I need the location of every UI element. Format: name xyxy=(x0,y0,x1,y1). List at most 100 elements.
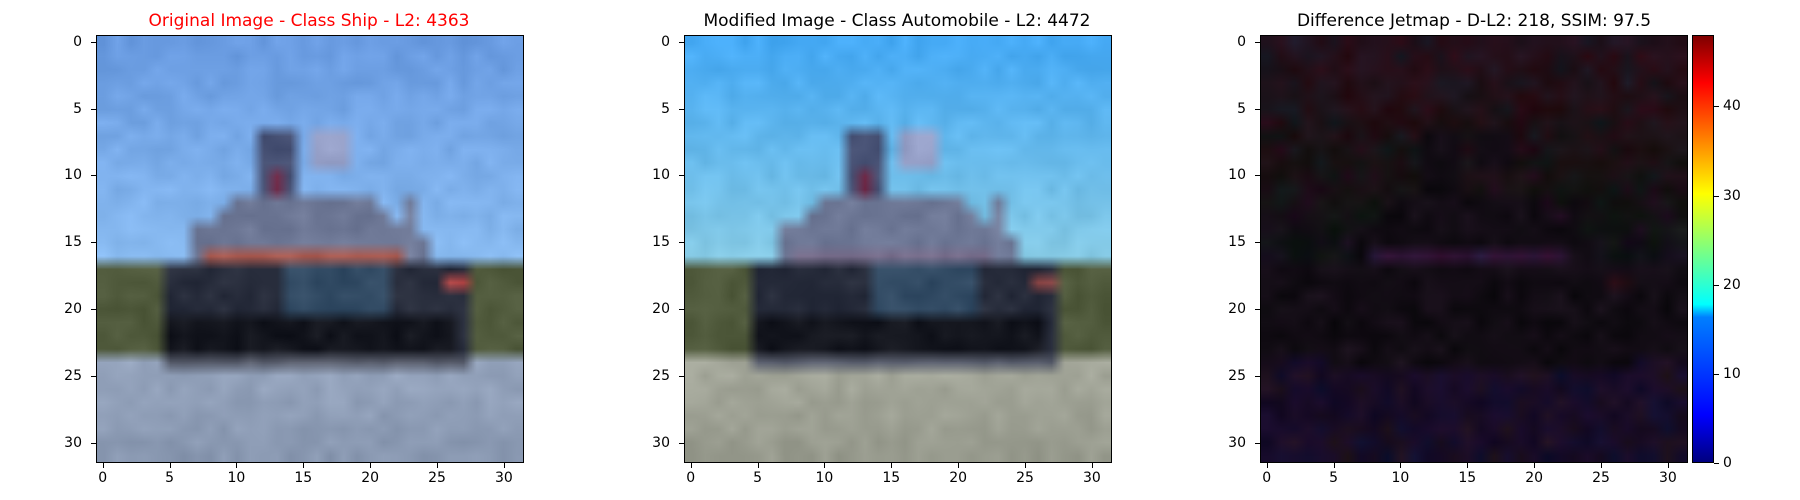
x-tick-mark xyxy=(437,463,439,468)
y-tick-mark xyxy=(91,309,96,311)
y-tick-mark xyxy=(1255,442,1260,444)
modified-image-pixels xyxy=(685,36,1111,462)
y-tick-label: 30 xyxy=(652,434,670,451)
y-tick-label: 20 xyxy=(64,301,82,318)
x-tick-mark xyxy=(169,463,171,468)
y-tick-label: 0 xyxy=(73,33,82,50)
colorbar-tick-label: 20 xyxy=(1723,276,1741,293)
colorbar-tick-mark xyxy=(1714,284,1719,286)
y-tick-mark xyxy=(679,242,684,244)
y-tick-mark xyxy=(679,108,684,110)
y-tick-mark xyxy=(91,41,96,43)
y-tick-mark xyxy=(679,175,684,177)
x-tick-mark xyxy=(757,463,759,468)
y-tick-label: 0 xyxy=(661,33,670,50)
x-tick-mark xyxy=(1601,463,1603,468)
y-tick-label: 0 xyxy=(1237,33,1246,50)
x-tick-label: 10 xyxy=(1391,470,1410,486)
x-tick-label: 0 xyxy=(1262,470,1272,486)
x-tick-mark xyxy=(824,463,826,468)
x-tick-label: 0 xyxy=(98,470,108,486)
x-tick-label: 5 xyxy=(753,470,763,486)
x-tick-label: 20 xyxy=(949,470,968,486)
y-tick-mark xyxy=(91,242,96,244)
y-tick-label: 5 xyxy=(1237,100,1246,117)
y-tick-mark xyxy=(1255,108,1260,110)
x-tick-label: 15 xyxy=(882,470,901,486)
y-tick-label: 5 xyxy=(661,100,670,117)
y-tick-mark xyxy=(1255,376,1260,378)
y-tick-label: 15 xyxy=(64,234,82,251)
difference-jetmap-pixels xyxy=(1261,36,1687,462)
x-tick-label: 0 xyxy=(686,470,696,486)
y-tick-mark xyxy=(1255,309,1260,311)
x-tick-mark xyxy=(958,463,960,468)
colorbar-tick-mark xyxy=(1714,195,1719,197)
y-tick-mark xyxy=(679,309,684,311)
x-tick-label: 25 xyxy=(1592,470,1610,486)
x-tick-mark xyxy=(1333,463,1335,468)
original-image xyxy=(96,35,524,463)
colorbar-tick-mark xyxy=(1714,463,1719,464)
x-tick-label: 10 xyxy=(227,470,246,486)
x-tick-label: 10 xyxy=(815,470,834,486)
y-tick-label: 30 xyxy=(1228,434,1246,451)
x-tick-mark xyxy=(1667,463,1669,468)
y-tick-mark xyxy=(91,175,96,177)
x-tick-mark xyxy=(236,463,238,468)
x-tick-label: 20 xyxy=(1525,470,1544,486)
x-tick-mark xyxy=(102,463,104,468)
difference-jetmap xyxy=(1260,35,1688,463)
y-tick-label: 10 xyxy=(1228,167,1246,184)
y-tick-mark xyxy=(679,376,684,378)
modified-image-title: Modified Image - Class Automobile - L2: … xyxy=(703,11,1091,31)
modified-image xyxy=(684,35,1112,463)
y-tick-label: 20 xyxy=(652,301,670,318)
colorbar-tick-mark xyxy=(1714,373,1719,375)
x-tick-label: 5 xyxy=(165,470,175,486)
y-tick-label: 15 xyxy=(652,234,670,251)
y-tick-label: 15 xyxy=(1228,234,1246,251)
x-tick-mark xyxy=(1091,463,1093,468)
original-image-title: Original Image - Class Ship - L2: 4363 xyxy=(148,11,470,31)
original-image-pixels xyxy=(97,36,523,462)
x-tick-label: 25 xyxy=(428,470,446,486)
x-tick-label: 25 xyxy=(1016,470,1034,486)
x-tick-mark xyxy=(503,463,505,468)
colorbar-tick-label: 40 xyxy=(1723,98,1741,115)
y-tick-mark xyxy=(679,442,684,444)
x-tick-label: 15 xyxy=(1458,470,1477,486)
colorbar-tick-mark xyxy=(1714,106,1719,108)
colorbar xyxy=(1692,35,1714,463)
x-tick-mark xyxy=(1025,463,1027,468)
y-tick-label: 30 xyxy=(64,434,82,451)
y-tick-mark xyxy=(1255,175,1260,177)
x-tick-mark xyxy=(1467,463,1469,468)
y-tick-label: 5 xyxy=(73,100,82,117)
y-tick-label: 25 xyxy=(64,368,82,385)
y-tick-mark xyxy=(91,108,96,110)
x-tick-label: 15 xyxy=(294,470,313,486)
y-tick-label: 20 xyxy=(1228,301,1246,318)
x-tick-label: 30 xyxy=(495,470,513,486)
x-tick-mark xyxy=(370,463,372,468)
x-tick-mark xyxy=(303,463,305,468)
y-tick-label: 25 xyxy=(652,368,670,385)
x-tick-mark xyxy=(1266,463,1268,468)
x-tick-mark xyxy=(1534,463,1536,468)
colorbar-tick-label: 10 xyxy=(1723,365,1741,382)
y-tick-label: 10 xyxy=(64,167,82,184)
x-tick-mark xyxy=(690,463,692,468)
y-tick-mark xyxy=(679,41,684,43)
x-tick-label: 30 xyxy=(1659,470,1677,486)
x-tick-label: 5 xyxy=(1329,470,1339,486)
x-tick-label: 30 xyxy=(1083,470,1101,486)
x-tick-mark xyxy=(1400,463,1402,468)
y-tick-label: 25 xyxy=(1228,368,1246,385)
y-tick-label: 10 xyxy=(652,167,670,184)
colorbar-tick-label: 0 xyxy=(1723,455,1732,471)
y-tick-mark xyxy=(91,376,96,378)
colorbar-tick-label: 30 xyxy=(1723,187,1741,204)
y-tick-mark xyxy=(1255,242,1260,244)
y-tick-mark xyxy=(91,442,96,444)
